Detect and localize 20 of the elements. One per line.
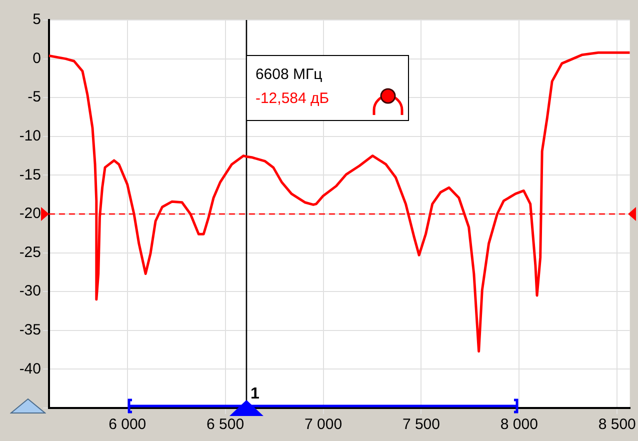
y-tick-label: -15: [19, 166, 41, 184]
annotation: -12,584 дБ: [255, 90, 330, 107]
y-tick-label: 0: [32, 50, 41, 67]
y-tick-label: 5: [32, 11, 41, 28]
x-tick-label: 8 500: [598, 416, 636, 434]
x-tick-label: 6 000: [108, 416, 146, 434]
readout-box: 6608 МГц -12,584 дБ: [246, 55, 410, 121]
x-tick-label: 7 500: [402, 416, 440, 434]
y-tick-label: -5: [28, 88, 41, 106]
x-tick-label: 6 500: [206, 416, 244, 434]
y-tick-label: -40: [19, 360, 41, 378]
annotation: 1: [250, 385, 260, 402]
x-tick-label: 7 000: [304, 416, 342, 434]
y-tick-label: -20: [19, 205, 41, 222]
y-tick-label: -30: [19, 282, 41, 300]
y-tick-label: -10: [19, 128, 41, 145]
x-tick-label: 8 000: [500, 416, 538, 434]
y-tick-label: -25: [19, 244, 41, 261]
annotation: 6608 МГц: [255, 66, 322, 83]
y-tick-label: -35: [19, 322, 41, 339]
